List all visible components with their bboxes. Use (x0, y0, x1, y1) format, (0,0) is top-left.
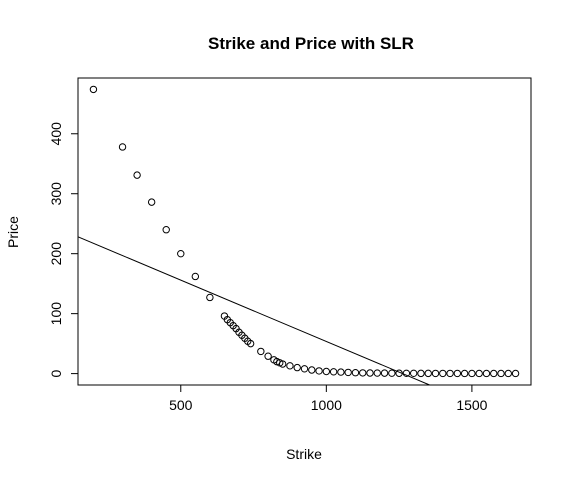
data-point (389, 370, 395, 376)
data-point (505, 370, 511, 376)
data-point (469, 370, 475, 376)
data-point (330, 369, 336, 375)
y-tick-label: 400 (48, 122, 64, 146)
data-point (498, 370, 504, 376)
data-point (287, 363, 293, 369)
data-point (440, 370, 446, 376)
x-tick-label: 500 (169, 397, 193, 413)
data-point (425, 370, 431, 376)
x-tick-label: 1500 (456, 397, 487, 413)
data-point (258, 348, 264, 354)
data-point (454, 370, 460, 376)
y-tick-label: 300 (48, 182, 64, 206)
data-point (338, 369, 344, 375)
data-point (367, 370, 373, 376)
data-point (432, 370, 438, 376)
data-point (119, 144, 125, 150)
data-point (491, 370, 497, 376)
y-tick-label: 0 (48, 370, 64, 378)
x-axis: 500 1000 1500 (169, 385, 488, 413)
y-tick-label: 100 (48, 302, 64, 326)
data-point (352, 370, 358, 376)
data-points (90, 86, 519, 376)
x-tick-label: 1000 (311, 397, 342, 413)
data-point (461, 370, 467, 376)
data-point (447, 370, 453, 376)
data-point (381, 370, 387, 376)
data-point (163, 227, 169, 233)
data-point (483, 370, 489, 376)
data-point (265, 353, 271, 359)
data-point (418, 370, 424, 376)
data-point (90, 86, 96, 92)
data-point (410, 370, 416, 376)
y-axis: 0 100 200 300 400 (48, 122, 78, 378)
y-axis-label: Price (5, 216, 21, 248)
data-point (294, 364, 300, 370)
data-point (148, 199, 154, 205)
plot-frame (78, 78, 531, 385)
data-point (476, 370, 482, 376)
data-point (309, 367, 315, 373)
x-axis-label: Strike (286, 446, 322, 462)
data-point (301, 366, 307, 372)
data-point (192, 273, 198, 279)
y-tick-label: 200 (48, 242, 64, 266)
data-point (134, 172, 140, 178)
regression-line (78, 237, 430, 385)
data-point (323, 368, 329, 374)
data-point (178, 250, 184, 256)
data-point (345, 369, 351, 375)
data-point (512, 370, 518, 376)
chart-title: Strike and Price with SLR (208, 34, 414, 53)
data-point (207, 294, 213, 300)
regression-line-group (78, 237, 430, 385)
data-point (316, 368, 322, 374)
data-point (360, 370, 366, 376)
data-point (374, 370, 380, 376)
